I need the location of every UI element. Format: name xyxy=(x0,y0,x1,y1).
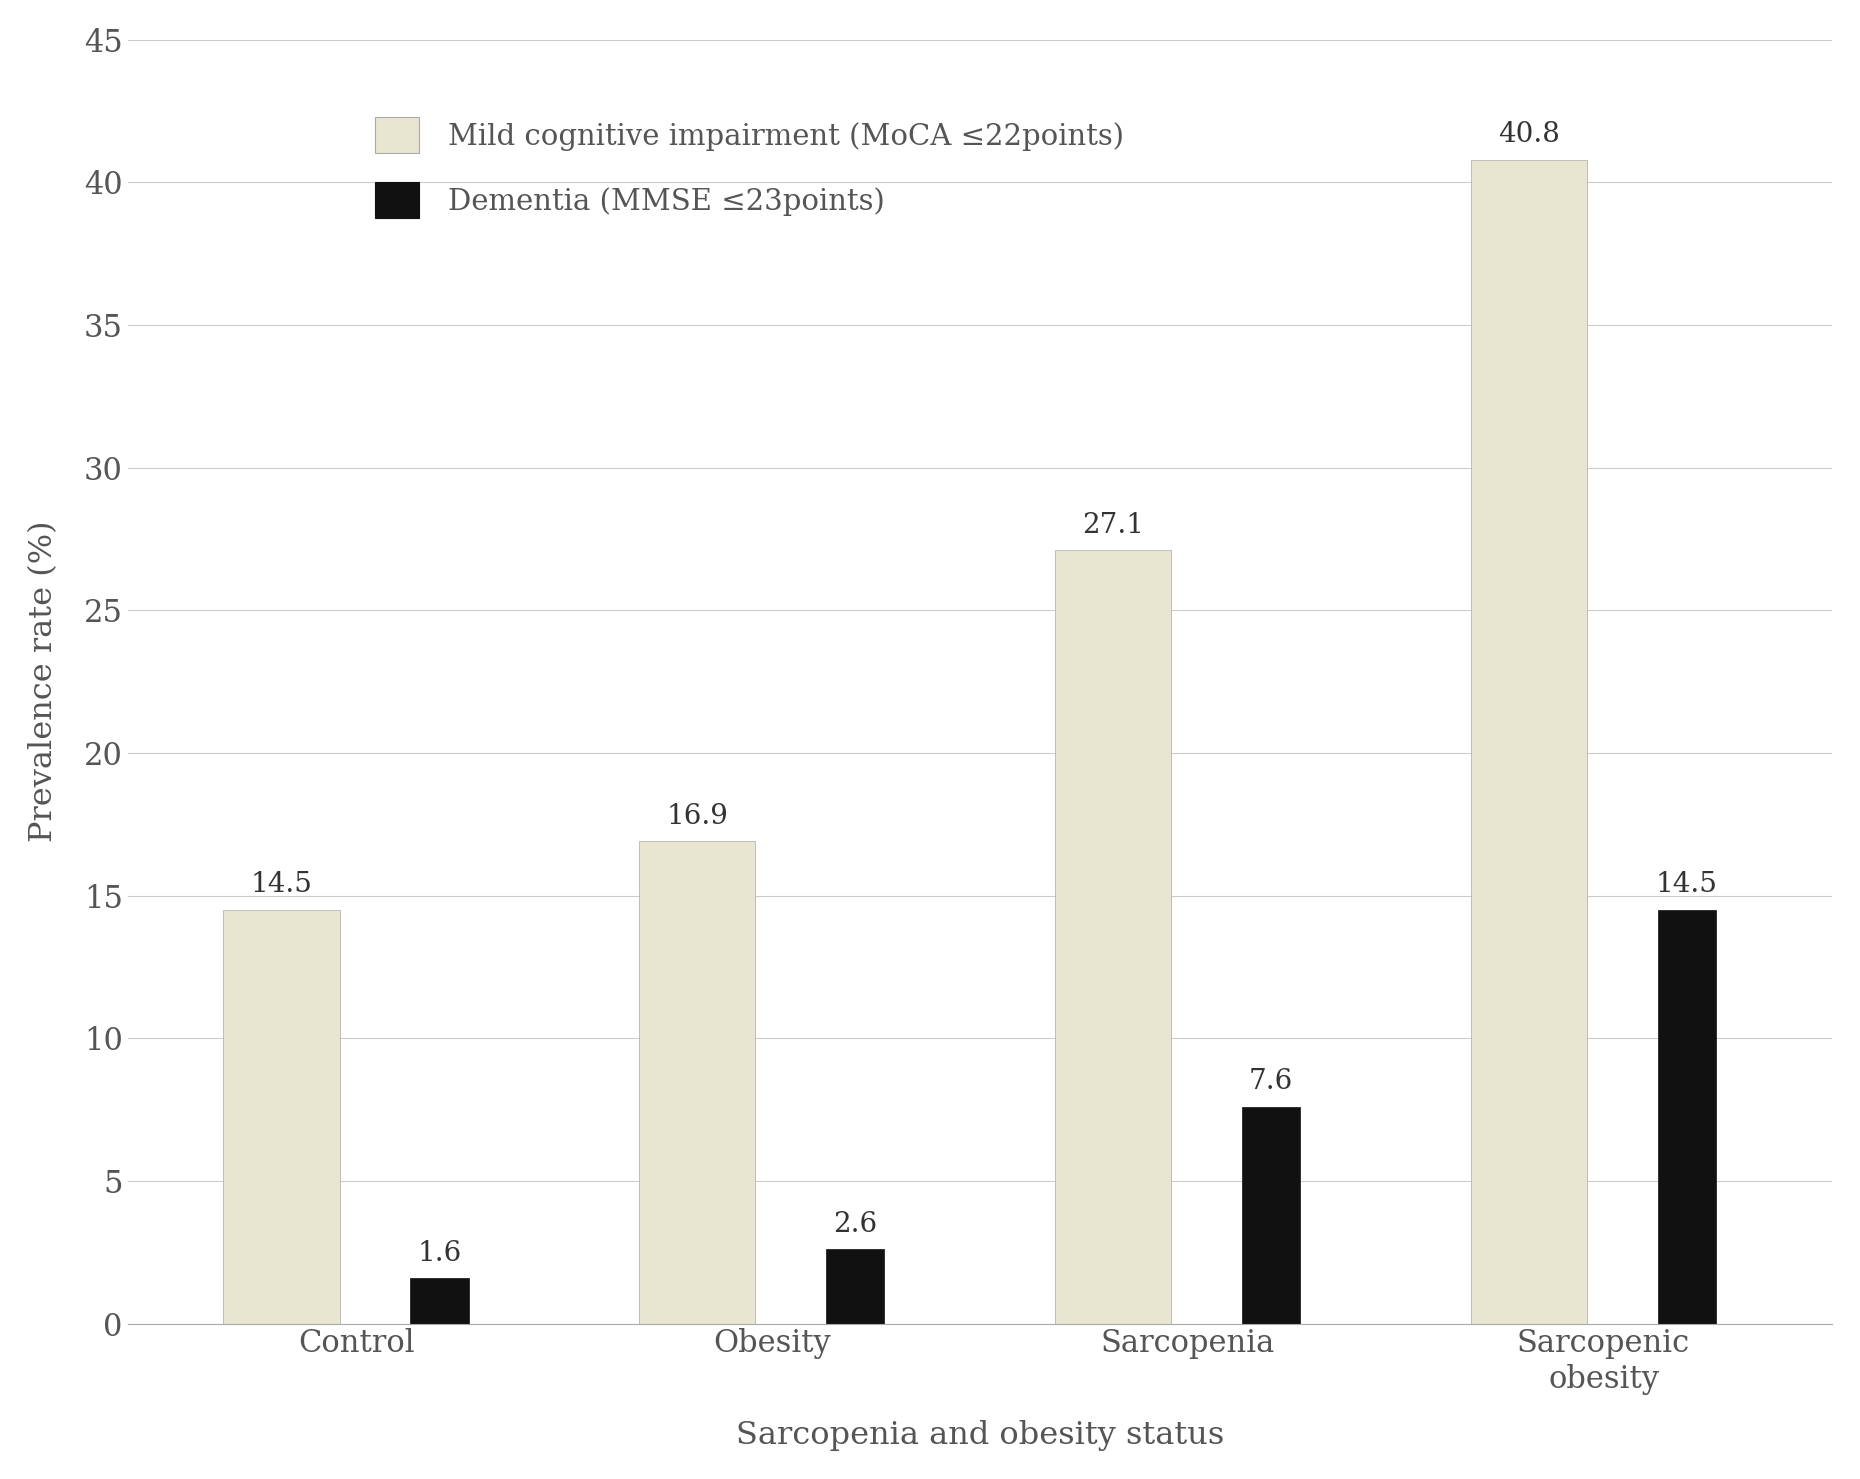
Bar xyxy=(411,1278,469,1324)
Bar xyxy=(223,910,340,1324)
X-axis label: Sarcopenia and obesity status: Sarcopenia and obesity status xyxy=(737,1420,1224,1451)
Legend: Mild cognitive impairment (MoCA ≤22points), Dementia (MMSE ≤23points): Mild cognitive impairment (MoCA ≤22point… xyxy=(365,105,1136,229)
Text: 14.5: 14.5 xyxy=(1655,871,1717,898)
Text: 7.6: 7.6 xyxy=(1248,1068,1293,1096)
Bar xyxy=(1242,1106,1300,1324)
Text: 16.9: 16.9 xyxy=(666,803,727,830)
Text: 1.6: 1.6 xyxy=(417,1239,461,1266)
Text: 2.6: 2.6 xyxy=(833,1211,878,1238)
Text: 14.5: 14.5 xyxy=(251,871,312,898)
Bar xyxy=(640,842,755,1324)
Text: 27.1: 27.1 xyxy=(1083,512,1144,538)
Y-axis label: Prevalence rate (%): Prevalence rate (%) xyxy=(28,521,60,843)
Bar xyxy=(1657,910,1715,1324)
Text: 40.8: 40.8 xyxy=(1497,121,1561,148)
Bar xyxy=(1471,160,1587,1324)
Bar xyxy=(1055,550,1172,1324)
Bar xyxy=(826,1250,884,1324)
